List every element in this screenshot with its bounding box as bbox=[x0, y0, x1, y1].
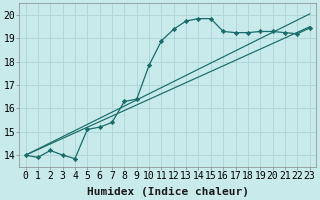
X-axis label: Humidex (Indice chaleur): Humidex (Indice chaleur) bbox=[87, 186, 249, 197]
